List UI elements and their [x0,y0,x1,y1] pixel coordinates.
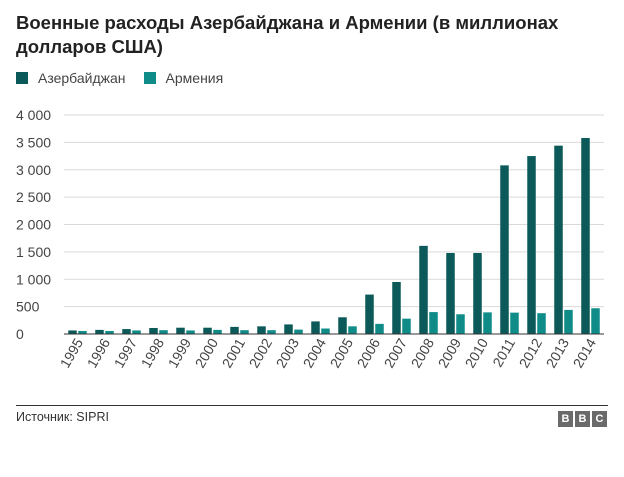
x-tick-label: 2011 [489,335,518,369]
x-tick-label: 2012 [516,335,546,370]
bar-armenia [105,330,114,334]
bar-azerbaijan [392,281,401,334]
x-tick-label: 2014 [570,335,600,370]
bar-armenia [375,323,384,334]
chart-legend: Азербайджан Армения [16,69,241,87]
bar-azerbaijan [419,245,428,334]
bbc-logo-letter: B [558,411,573,427]
footer-divider [16,405,608,406]
legend-label-armenia: Армения [165,70,224,86]
y-tick-label: 1 500 [16,244,51,260]
bar-armenia [213,329,222,334]
bar-armenia [186,330,195,334]
bar-azerbaijan [257,326,266,334]
bbc-logo: B B C [556,411,607,427]
x-tick-label: 2000 [192,335,222,370]
bar-azerbaijan [284,324,293,334]
y-tick-label: 4 000 [16,107,51,123]
y-tick-label: 0 [16,326,24,342]
x-tick-label: 2008 [408,335,438,370]
x-tick-label: 2010 [462,335,492,370]
bar-azerbaijan [473,252,482,334]
bbc-logo-letter: C [592,411,607,427]
legend-label-azerbaijan: Азербайджан [38,70,126,86]
y-tick-label: 1 000 [16,271,51,287]
bar-azerbaijan [338,317,347,334]
bar-azerbaijan [230,326,239,334]
chart-title: Военные расходы Азербайджана и Армении (… [16,12,559,57]
y-tick-label: 2 500 [16,189,51,205]
bar-armenia [456,314,465,334]
x-tick-label: 2002 [246,335,276,370]
bar-armenia [321,328,330,334]
bar-azerbaijan [581,137,590,334]
x-tick-label: 1996 [84,335,114,370]
bar-armenia [510,312,519,334]
x-tick-label: 2005 [327,335,357,370]
bar-azerbaijan [365,294,374,334]
x-tick-label: 2009 [435,335,465,370]
bar-armenia [78,330,87,334]
bar-armenia [402,318,411,334]
bar-armenia [483,312,492,334]
bar-azerbaijan [68,330,77,334]
bar-armenia [591,308,600,334]
x-tick-label: 1997 [111,335,141,370]
bbc-logo-letter: B [575,411,590,427]
legend-swatch-armenia [143,72,156,84]
legend-swatch-azerbaijan [16,72,28,84]
x-tick-label: 2004 [300,335,330,370]
bar-armenia [429,312,438,334]
bar-armenia [159,330,168,334]
y-tick-label: 3 000 [16,162,51,178]
bar-azerbaijan [176,327,185,334]
bar-chart: 0 500 1 000 1 500 2 000 2 500 3 000 3 500 4 000 1… [16,107,604,370]
bar-azerbaijan [203,327,212,334]
x-tick-label: 1999 [165,335,195,370]
bar-azerbaijan [500,165,509,334]
bar-azerbaijan [122,329,131,334]
bar-armenia [348,326,357,334]
y-tick-label: 2 000 [16,217,51,233]
x-tick-label: 2003 [273,335,303,370]
bar-armenia [240,330,249,334]
bar-armenia [564,309,573,334]
source-note: Источник: SIPRI [16,410,109,424]
bar-azerbaijan [446,252,455,334]
bar-armenia [132,330,141,334]
x-tick-label: 2013 [543,335,573,370]
bar-azerbaijan [149,327,158,334]
bar-armenia [294,329,303,334]
legend-item-armenia: Армения [143,70,224,86]
legend-item-azerbaijan: Азербайджан [16,70,126,86]
bar-armenia [537,313,546,334]
y-tick-label: 3 500 [16,134,51,150]
bar-azerbaijan [311,321,320,334]
x-tick-label: 1998 [138,335,168,370]
bar-azerbaijan [527,156,536,334]
bar-armenia [267,330,276,334]
x-tick-label: 2007 [381,335,411,370]
bar-azerbaijan [95,329,104,334]
y-tick-label: 500 [16,299,40,315]
x-tick-label: 2006 [354,335,384,370]
x-tick-label: 2001 [219,335,249,370]
bar-azerbaijan [554,145,563,334]
x-tick-label: 1995 [57,335,87,370]
